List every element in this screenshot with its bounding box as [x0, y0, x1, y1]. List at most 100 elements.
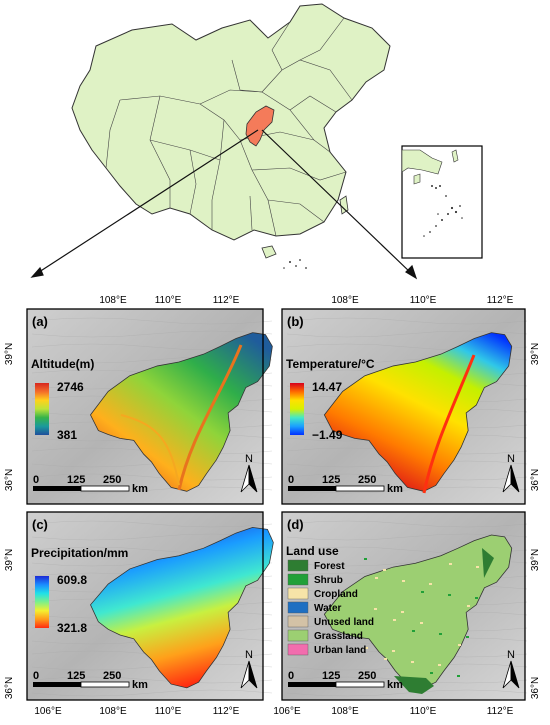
bottom-tick-label: 106°E: [34, 706, 62, 717]
bottom-tick-label: 108°E: [331, 706, 359, 717]
scale-bar-unit: km: [387, 679, 403, 691]
legend-title: Precipitation/mm: [31, 546, 128, 560]
scale-bar-segment: [33, 486, 81, 491]
top-tick-label: 108°E: [99, 295, 127, 306]
legend-max-label: 2746: [57, 380, 84, 394]
legend-swatch: [287, 587, 309, 600]
panel-letter: (a): [32, 314, 48, 329]
terrain-texture: [31, 330, 273, 338]
scale-bar-tick: 0: [33, 670, 39, 682]
legend-class-label: Forest: [314, 561, 345, 572]
north-label: N: [507, 453, 515, 465]
north-arrow-icon: N: [240, 649, 258, 689]
land-use-speckle: [439, 633, 442, 635]
terrain-texture: [31, 663, 273, 671]
terrain-texture: [31, 486, 273, 494]
top-tick-label: 110°E: [155, 295, 182, 306]
panel-letter: (c): [32, 517, 48, 532]
panel-letter: (b): [287, 314, 304, 329]
scale-bar-tick: 250: [103, 474, 121, 486]
right-tick-label: 36°N: [530, 469, 541, 491]
scale-bar-unit: km: [387, 483, 403, 495]
land-use-speckle: [466, 636, 469, 638]
valley-line: [120, 414, 180, 486]
legend-title: Land use: [286, 544, 339, 558]
valley-line: [177, 344, 243, 491]
legend-class-label: Unused land: [314, 617, 374, 628]
scale-bar-tick: 250: [358, 670, 376, 682]
land-use-speckle: [458, 644, 461, 646]
terrain-texture: [286, 520, 528, 528]
scale-bar-segment: [335, 485, 385, 492]
scale-bar-segment: [335, 681, 385, 688]
panel-a: (a) Altitude(m) 2746 381 0 125 250 km N: [26, 308, 273, 505]
land-use-speckle: [392, 650, 395, 652]
panel-frame: [281, 511, 526, 701]
land-use-speckle: [364, 558, 367, 560]
top-tick-label: 110°E: [410, 295, 437, 306]
scale-bar-unit: km: [132, 679, 148, 691]
panel-letter: (d): [287, 517, 304, 532]
legend-class-label: Water: [314, 603, 342, 614]
bottom-tick-label: 108°E: [99, 706, 127, 717]
scale-bar-unit: km: [132, 483, 148, 495]
terrain-texture: [31, 473, 273, 481]
legend-max-label: 14.47: [312, 380, 342, 394]
top-tick-label: 108°E: [331, 295, 359, 306]
right-tick-label: 36°N: [530, 677, 541, 699]
scale-bar-tick: 0: [288, 474, 294, 486]
china-overview-map: [71, 3, 483, 269]
scale-bar: 0 125 250 km: [33, 670, 148, 691]
legend-colorbar: [35, 576, 49, 628]
land-use-speckle: [449, 563, 452, 565]
bottom-tick-label: 110°E: [155, 706, 182, 717]
legend-min-label: −1.49: [312, 428, 343, 442]
legend-swatch: [287, 559, 309, 572]
land-use-speckle: [476, 566, 479, 568]
scale-bar-tick: 250: [358, 474, 376, 486]
valley-line: [422, 354, 476, 494]
legend-class-label: Cropland: [314, 589, 358, 600]
legend-swatch: [287, 629, 309, 642]
province-boundaries: [105, 17, 353, 237]
legend-class-label: Shrub: [314, 575, 343, 586]
land-use-speckle: [375, 577, 378, 579]
north-arrow-icon: N: [240, 453, 258, 493]
left-tick-label: 36°N: [4, 469, 15, 491]
map-panels: (a) Altitude(m) 2746 381 0 125 250 km N (b) Temper…: [26, 308, 528, 701]
scale-bar-segment: [288, 682, 336, 687]
north-label: N: [507, 649, 515, 661]
north-label: N: [245, 649, 253, 661]
scale-bar-tick: 125: [322, 474, 340, 486]
north-arrow-icon: N: [502, 453, 520, 493]
panel-d: (d) Land use Forest Shrub Cropland Water Unuse…: [281, 511, 528, 701]
terrain-texture: [31, 317, 273, 325]
panel-b: (b) Temperature/°C 14.47 −1.49 0 125 250 km N: [281, 308, 528, 505]
study-area-highlight: [245, 105, 275, 147]
scale-bar-tick: 125: [322, 670, 340, 682]
right-tick-label: 39°N: [530, 549, 541, 571]
legend-swatch: [287, 601, 309, 614]
land-use-speckle: [402, 580, 405, 582]
left-tick-label: 39°N: [4, 549, 15, 571]
terrain-texture: [286, 689, 528, 697]
land-use-speckle: [384, 658, 387, 660]
bottom-tick-label: 112°E: [213, 706, 240, 717]
zoom-arrows: [30, 129, 418, 280]
legend-class-label: Grassland: [314, 631, 363, 642]
top-tick-label: 112°E: [487, 295, 514, 306]
scale-bar: 0 125 250 km: [288, 474, 403, 495]
land-use-speckle: [393, 619, 396, 621]
legend-title: Altitude(m): [31, 357, 94, 371]
panel-frame: [26, 308, 264, 505]
scattered-islands: [283, 259, 307, 269]
terrain-texture: [286, 486, 528, 494]
south-china-sea-inset: [401, 145, 483, 259]
scale-bar: 0 125 250 km: [33, 474, 148, 495]
north-label: N: [245, 453, 253, 465]
land-use-speckle: [401, 611, 404, 613]
taiwan-island: [339, 195, 349, 215]
land-use-speckle: [448, 594, 451, 596]
bottom-tick-label: 106°E: [273, 706, 301, 717]
